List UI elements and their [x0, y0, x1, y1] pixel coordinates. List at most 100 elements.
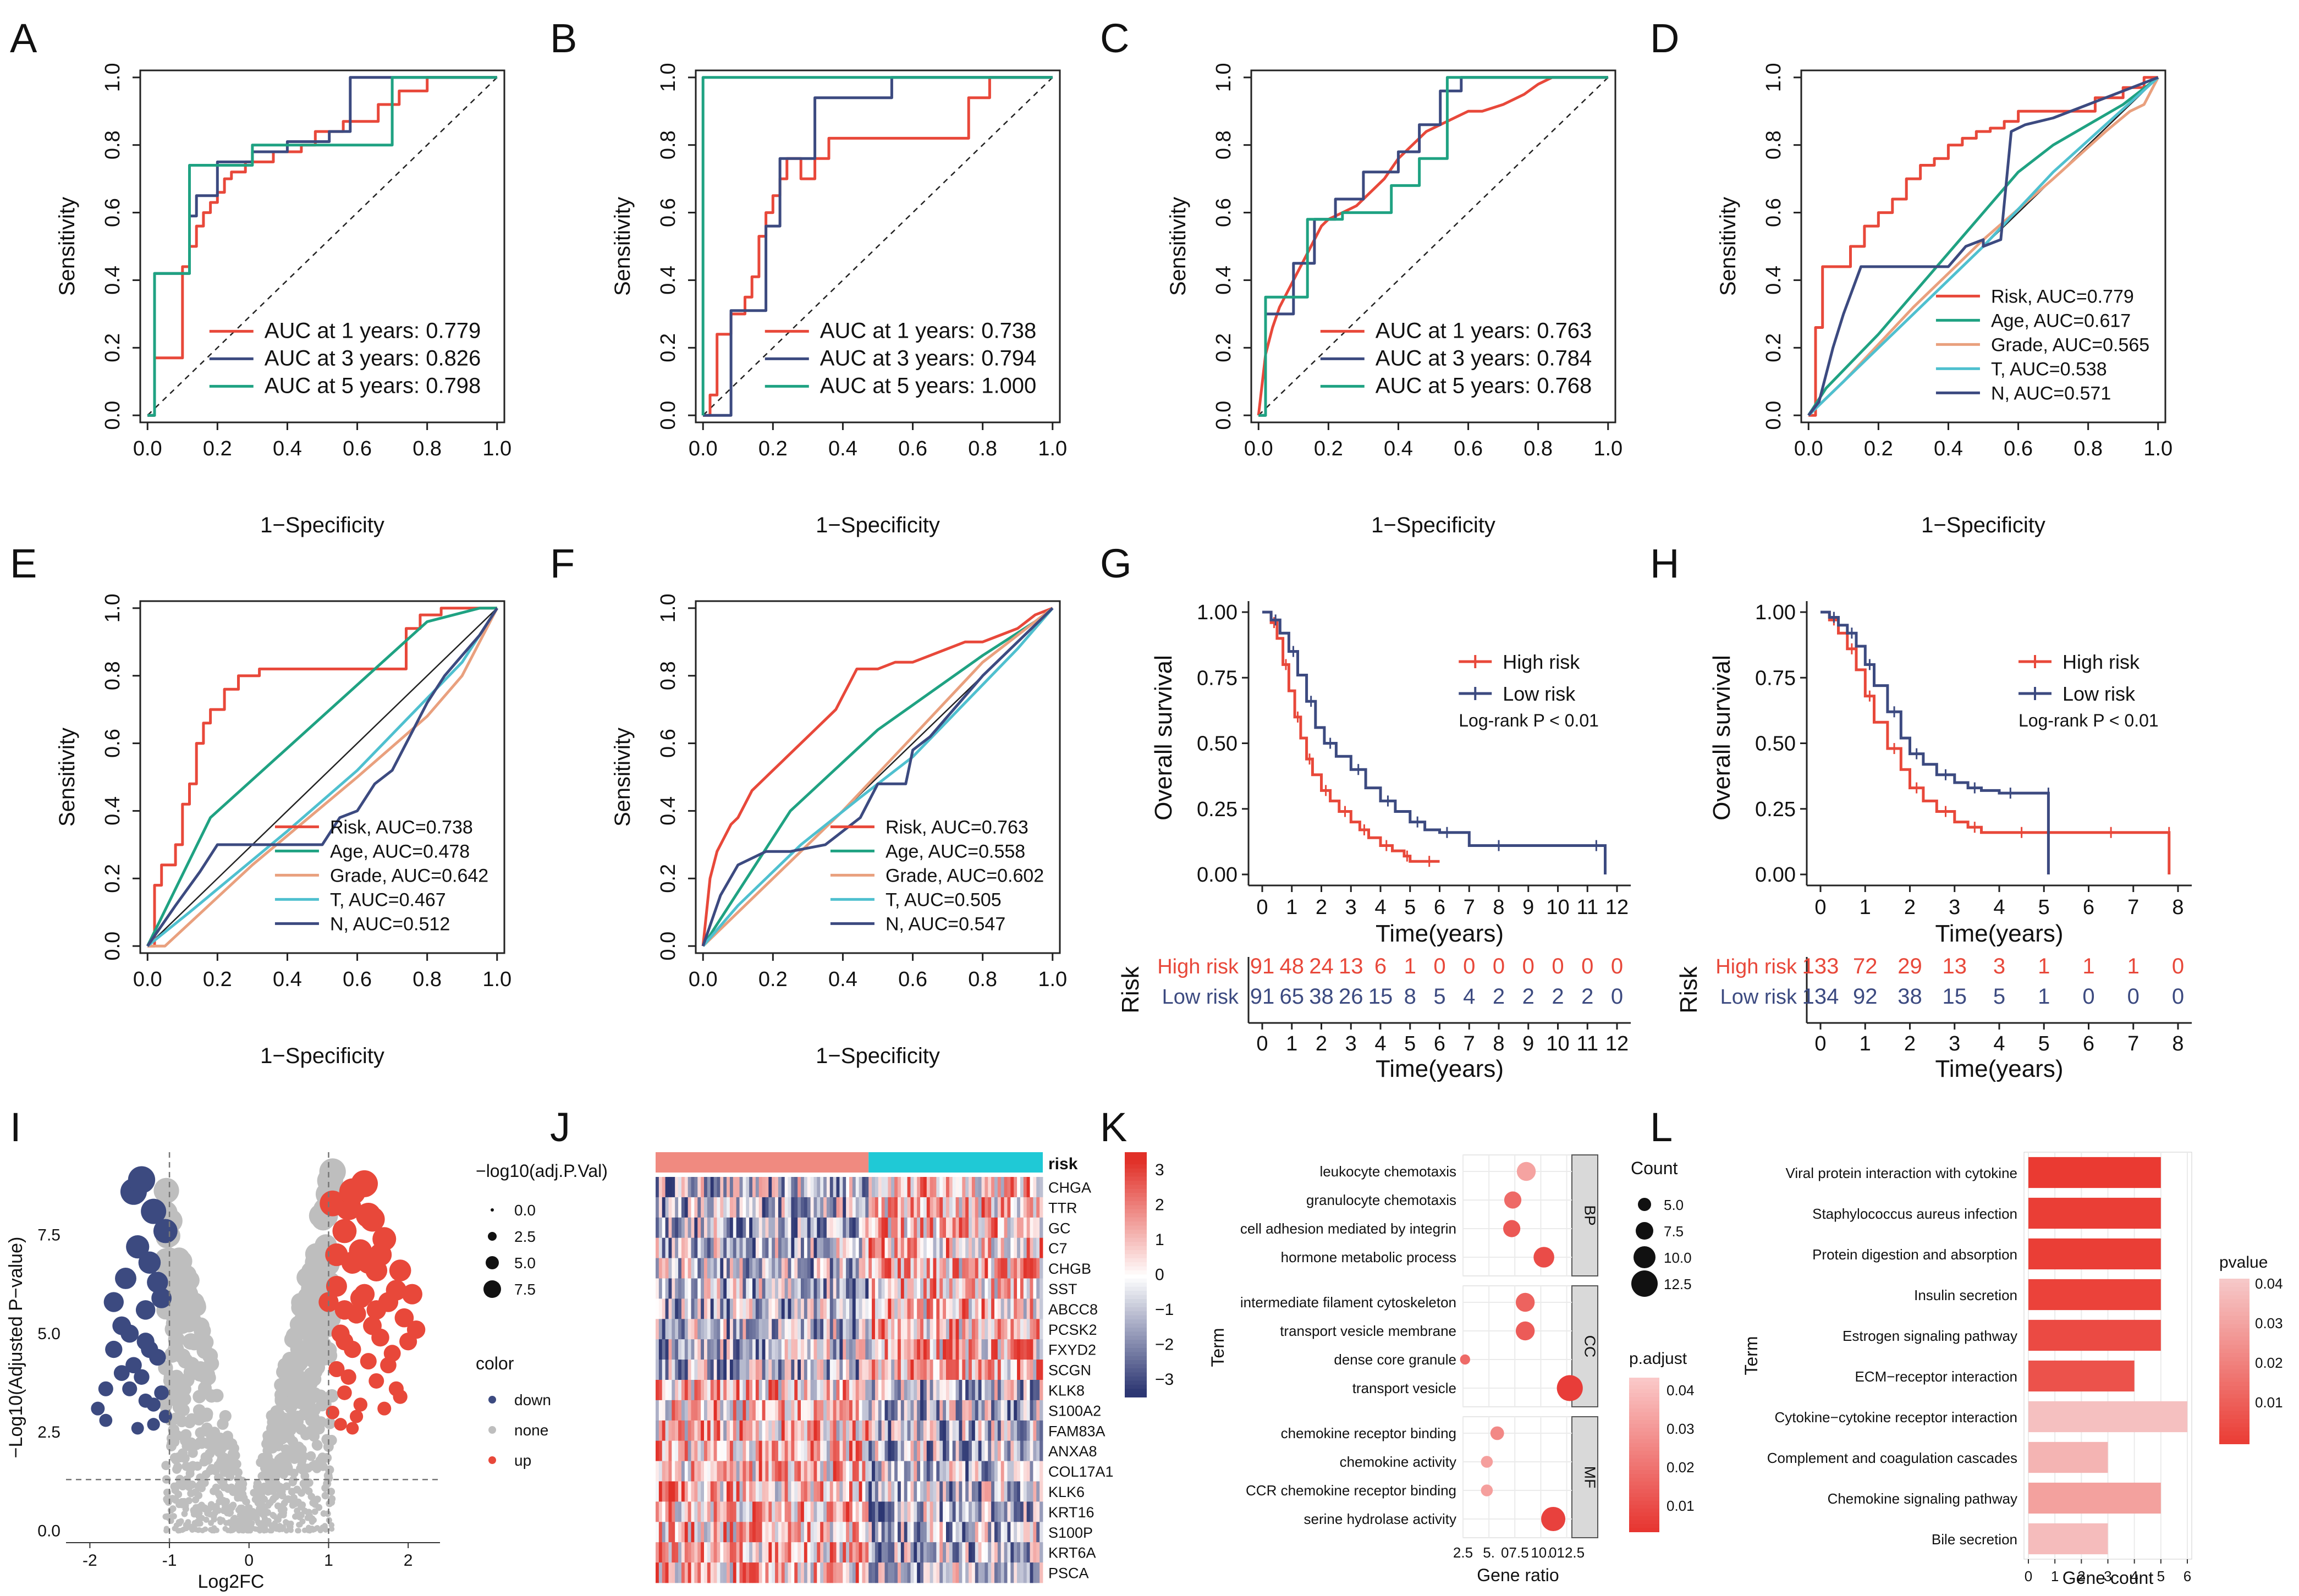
heatmap-cell — [833, 1400, 837, 1421]
heatmap-cell — [775, 1319, 779, 1340]
heatmap-cell — [681, 1420, 685, 1441]
none-point — [201, 1422, 213, 1434]
heatmap-cell — [784, 1360, 788, 1380]
none-point — [226, 1510, 233, 1517]
heatmap-cell — [933, 1237, 937, 1258]
heatmap-cell — [762, 1522, 766, 1543]
heatmap-cell — [1040, 1360, 1043, 1380]
heatmap-cell — [807, 1258, 811, 1279]
heatmap-cell — [681, 1481, 685, 1502]
padj-legend-title: p.adjust — [1629, 1350, 1687, 1368]
heatmap-cell — [933, 1339, 937, 1360]
heatmap-cell — [991, 1440, 995, 1461]
heatmap-cell — [678, 1481, 682, 1502]
term-label: intermediate filament cytoskeleton — [1240, 1294, 1456, 1311]
roc-curve — [702, 607, 1054, 947]
heatmap-cell — [949, 1440, 953, 1461]
heatmap-cell — [985, 1360, 988, 1380]
heatmap-cell — [765, 1481, 769, 1502]
heatmap-cell — [710, 1522, 714, 1543]
heatmap-cell — [868, 1420, 872, 1441]
heatmap-cell — [955, 1542, 959, 1563]
heatmap-cell — [713, 1197, 717, 1218]
heatmap-cell — [920, 1278, 924, 1299]
heatmap-cell — [962, 1278, 966, 1299]
heatmap-cell — [704, 1400, 708, 1421]
x-axis-label: Log2FC — [198, 1571, 265, 1592]
heatmap-cell — [717, 1440, 721, 1461]
colorbar-segment — [1125, 1168, 1147, 1174]
heatmap-cell — [900, 1562, 905, 1583]
none-point — [191, 1496, 200, 1504]
heatmap-cell — [772, 1562, 776, 1583]
heatmap-cell — [843, 1522, 846, 1543]
heatmap-cell — [778, 1217, 782, 1239]
y-tick-label: 0.6 — [101, 198, 124, 227]
heatmap-cell — [962, 1339, 966, 1360]
heatmap-cell — [994, 1177, 998, 1198]
colorbar-segment — [1125, 1299, 1147, 1304]
heatmap-cell — [917, 1339, 921, 1360]
colorbar-segment — [1125, 1372, 1147, 1377]
y-tick-label: 0.4 — [657, 796, 680, 825]
heatmap-cell — [997, 1461, 1002, 1482]
roc-curve — [147, 607, 499, 948]
heatmap-cell — [898, 1177, 901, 1198]
heatmap-cell — [904, 1501, 908, 1522]
down-point — [105, 1340, 123, 1358]
heatmap-cell — [710, 1197, 714, 1218]
heatmap-cell — [762, 1237, 766, 1258]
x-tick-label: 0.4 — [1934, 437, 1963, 460]
heatmap-cell — [772, 1461, 776, 1482]
reference-diagonal — [702, 76, 1053, 416]
heatmap-cell — [665, 1298, 669, 1319]
heatmap-cell — [746, 1440, 750, 1461]
heatmap-cell — [755, 1298, 760, 1319]
heatmap-cell — [923, 1258, 927, 1279]
up-point — [371, 1328, 389, 1347]
heatmap-cell — [891, 1278, 895, 1299]
x-tick-label: 0.8 — [413, 968, 442, 991]
risk-count: 1 — [2038, 954, 2050, 978]
heatmap-cell — [952, 1420, 956, 1441]
risk-count: 2 — [1552, 984, 1564, 1009]
gene-label: TTR — [1048, 1199, 1077, 1216]
heatmap-cell — [926, 1360, 931, 1380]
heatmap-cell — [1017, 1420, 1021, 1441]
count-legend-dot — [1638, 1198, 1651, 1211]
y-tick-label: 0.0 — [101, 401, 124, 430]
heatmap-cell — [707, 1197, 711, 1218]
heatmap-cell — [798, 1217, 801, 1239]
heatmap-cell — [717, 1400, 721, 1421]
heatmap-cell — [971, 1319, 976, 1340]
heatmap-cell — [681, 1217, 685, 1239]
heatmap-cell — [743, 1258, 746, 1279]
heatmap-cell — [720, 1400, 724, 1421]
heatmap-cell — [839, 1319, 843, 1340]
heatmap-cell — [729, 1339, 734, 1360]
heatmap-cell — [736, 1400, 740, 1421]
heatmap-cell — [959, 1440, 963, 1461]
heatmap-cell — [952, 1501, 956, 1522]
risk-annotation-low — [868, 1152, 1043, 1173]
heatmap-cell — [1010, 1360, 1014, 1380]
heatmap-cell — [688, 1217, 691, 1239]
heatmap-cell — [875, 1177, 879, 1198]
heatmap-cell — [878, 1400, 882, 1421]
legend-label: AUC at 5 years: 0.798 — [265, 373, 481, 398]
heatmap-cell — [923, 1217, 927, 1239]
heatmap-cell — [801, 1237, 805, 1258]
heatmap-cell — [791, 1197, 795, 1218]
none-point — [168, 1341, 184, 1357]
heatmap-cell — [875, 1400, 879, 1421]
heatmap-cell — [823, 1278, 827, 1299]
heatmap-cell — [1040, 1197, 1043, 1218]
colorbar-segment — [1125, 1152, 1147, 1157]
gene-label: S100A2 — [1048, 1402, 1101, 1419]
heatmap-cell — [859, 1278, 862, 1299]
heatmap-cell — [794, 1461, 798, 1482]
heatmap-cell — [755, 1278, 760, 1299]
heatmap-cell — [710, 1562, 714, 1583]
heatmap-cell — [684, 1197, 689, 1218]
heatmap-cell — [794, 1298, 798, 1319]
